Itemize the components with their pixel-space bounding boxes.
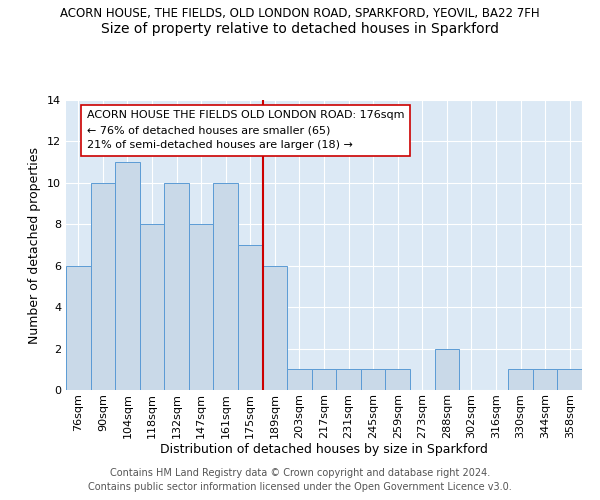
Bar <box>361 370 385 390</box>
X-axis label: Distribution of detached houses by size in Sparkford: Distribution of detached houses by size … <box>160 444 488 456</box>
Bar <box>189 224 214 390</box>
Y-axis label: Number of detached properties: Number of detached properties <box>28 146 41 344</box>
Text: Contains HM Land Registry data © Crown copyright and database right 2024.
Contai: Contains HM Land Registry data © Crown c… <box>88 468 512 492</box>
Text: Size of property relative to detached houses in Sparkford: Size of property relative to detached ho… <box>101 22 499 36</box>
Bar <box>140 224 164 390</box>
Bar <box>66 266 91 390</box>
Text: ACORN HOUSE, THE FIELDS, OLD LONDON ROAD, SPARKFORD, YEOVIL, BA22 7FH: ACORN HOUSE, THE FIELDS, OLD LONDON ROAD… <box>60 8 540 20</box>
Bar <box>508 370 533 390</box>
Bar <box>238 245 263 390</box>
Bar <box>336 370 361 390</box>
Bar <box>312 370 336 390</box>
Bar <box>214 183 238 390</box>
Bar <box>287 370 312 390</box>
Bar <box>557 370 582 390</box>
Bar <box>434 348 459 390</box>
Bar <box>385 370 410 390</box>
Bar <box>91 183 115 390</box>
Bar <box>263 266 287 390</box>
Text: ACORN HOUSE THE FIELDS OLD LONDON ROAD: 176sqm
← 76% of detached houses are smal: ACORN HOUSE THE FIELDS OLD LONDON ROAD: … <box>87 110 404 150</box>
Bar <box>115 162 140 390</box>
Bar <box>164 183 189 390</box>
Bar <box>533 370 557 390</box>
